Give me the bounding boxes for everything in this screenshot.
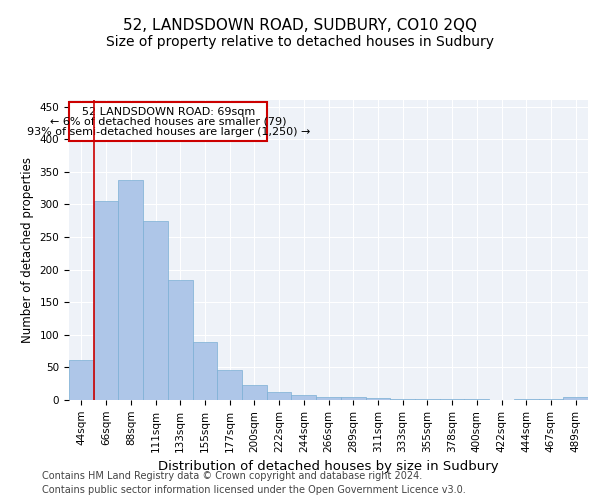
Bar bbox=[415, 398, 440, 400]
Bar bbox=[267, 392, 292, 400]
Bar bbox=[118, 180, 143, 400]
Bar bbox=[563, 398, 588, 400]
Text: ← 6% of detached houses are smaller (79): ← 6% of detached houses are smaller (79) bbox=[50, 117, 287, 127]
Text: Contains HM Land Registry data © Crown copyright and database right 2024.: Contains HM Land Registry data © Crown c… bbox=[42, 471, 422, 481]
Bar bbox=[316, 396, 341, 400]
Bar bbox=[464, 398, 489, 400]
Bar bbox=[69, 360, 94, 400]
Bar bbox=[390, 398, 415, 400]
Bar bbox=[193, 342, 217, 400]
Text: Contains public sector information licensed under the Open Government Licence v3: Contains public sector information licen… bbox=[42, 485, 466, 495]
Bar bbox=[168, 280, 193, 400]
Bar bbox=[341, 398, 365, 400]
X-axis label: Distribution of detached houses by size in Sudbury: Distribution of detached houses by size … bbox=[158, 460, 499, 473]
Bar bbox=[242, 385, 267, 400]
Bar bbox=[365, 398, 390, 400]
FancyBboxPatch shape bbox=[70, 102, 267, 141]
Bar bbox=[143, 220, 168, 400]
Text: 52 LANDSDOWN ROAD: 69sqm: 52 LANDSDOWN ROAD: 69sqm bbox=[82, 107, 255, 117]
Bar bbox=[94, 201, 118, 400]
Text: 93% of semi-detached houses are larger (1,250) →: 93% of semi-detached houses are larger (… bbox=[26, 126, 310, 136]
Y-axis label: Number of detached properties: Number of detached properties bbox=[21, 157, 34, 343]
Bar bbox=[292, 396, 316, 400]
Bar bbox=[440, 398, 464, 400]
Text: Size of property relative to detached houses in Sudbury: Size of property relative to detached ho… bbox=[106, 35, 494, 49]
Bar bbox=[217, 370, 242, 400]
Bar bbox=[539, 398, 563, 400]
Text: 52, LANDSDOWN ROAD, SUDBURY, CO10 2QQ: 52, LANDSDOWN ROAD, SUDBURY, CO10 2QQ bbox=[123, 18, 477, 32]
